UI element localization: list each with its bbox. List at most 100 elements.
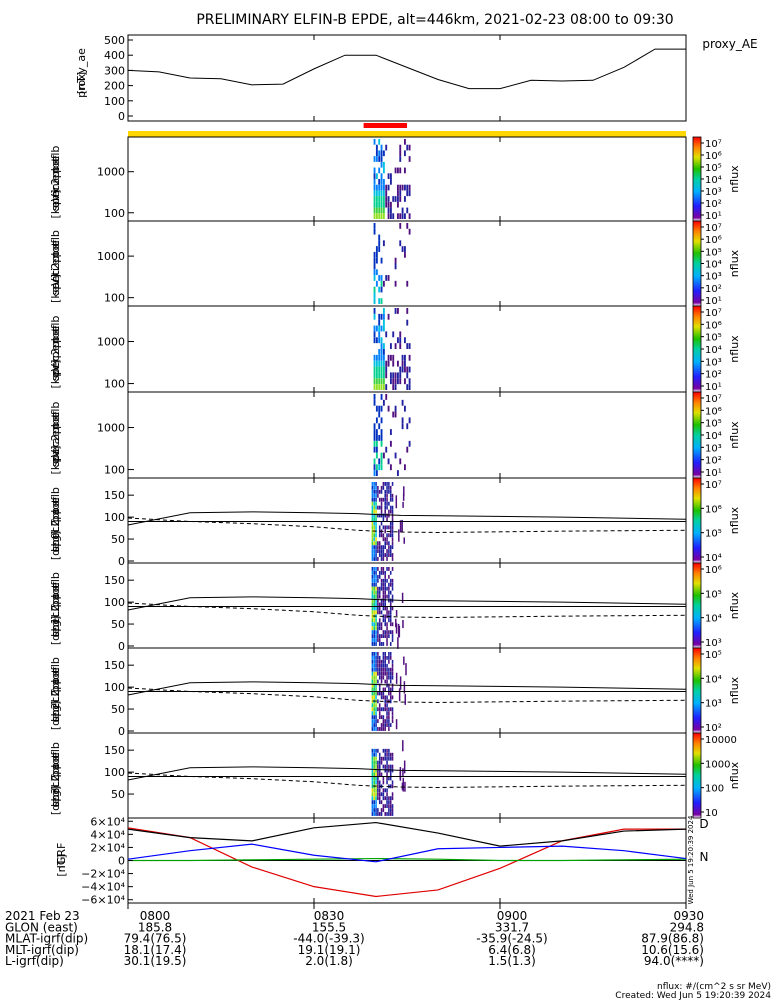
ylabel-line: [nT] [55,854,68,876]
spectrogram-cell [388,489,390,494]
spectrogram-cell [371,659,374,664]
spectrogram-cell [403,464,406,471]
spectrogram-cell [375,723,377,727]
spectrogram-cell [386,812,388,816]
spectrogram-cell [384,618,386,623]
spectrogram-cell [403,139,406,145]
ylabel-line: ch0LC [49,518,62,552]
spectrogram-cell [378,207,381,214]
spectrogram-cell [373,553,375,557]
spectrogram-cell [380,378,383,385]
colorbar-tick-label: 10² [705,723,722,734]
spectrogram-cell [375,663,377,668]
spectrogram-cell [384,752,386,757]
spectrogram-cell [386,804,388,809]
spectrogram-cell [371,513,374,518]
spectrogram-cell [391,784,394,789]
spectrogram-cell [388,691,390,696]
spectrogram-cell [380,156,383,162]
spectrogram-cell [386,776,388,781]
spectrogram-cell [408,366,411,373]
ylabel-line: spec2plot [49,753,62,807]
footer-cell: 6.4(6.8) [488,943,536,957]
spectrogram-cell [406,372,409,379]
spectrogram-cell [408,144,411,151]
spectrogram-cell [373,687,375,692]
spectrogram-cell [373,655,375,660]
spectrogram-cell [380,521,383,526]
ylabel-line: para [49,438,62,463]
pitch-y-tick-label: 100 [104,511,125,524]
spectrogram-cell [408,417,411,424]
spectrogram-cell [380,602,383,607]
spectrogram-cell [392,331,395,338]
spectrogram-cell [391,541,394,546]
spectrogram-cell [373,796,375,801]
spectrogram-cell [373,497,375,502]
spectrogram-cell [403,213,406,219]
spectrogram-cell [380,582,383,587]
spectrogram-cell [388,808,390,812]
spectrogram-cell [373,618,375,623]
spectrogram-cell [373,622,375,627]
spectrogram-cell [371,574,374,579]
spectrogram-cell [378,727,381,731]
spectrogram-cell [375,144,378,151]
ylabel-line: elb [49,146,62,163]
spectrogram-cell [406,319,409,326]
spectrogram-cell [394,263,397,270]
spectrogram-cell [399,167,402,174]
spectrogram-cell [377,541,379,546]
spectrogram-cell [391,497,394,502]
anti-loss-cone-line [127,517,687,533]
spectrogram-cell [373,482,375,486]
spectrogram-cell [391,582,394,587]
spectrogram-cell [378,349,381,355]
spectrogram-cell [399,156,402,162]
spectrogram-cell [378,525,381,530]
spectrogram-cell [373,768,375,773]
spectrogram-cell [386,517,388,522]
spectrogram-cell [377,549,379,554]
spectrogram-cell [373,179,376,185]
spectrogram-cell [386,610,388,615]
spectrogram-cell [406,308,409,314]
colorbar-6 [692,562,702,649]
colorbar-tick-label: 10¹ [705,382,722,393]
spectrogram-cell [378,683,381,688]
spectrogram-cell [389,602,392,607]
spectrogram-cell [375,213,378,219]
spectrogram-cell [384,606,386,611]
spectrogram-cell [388,715,390,720]
spectrogram-cell [375,642,377,646]
spectrogram-cell [375,470,378,476]
spectrogram-cell [375,196,378,202]
spectrogram-cell [377,784,379,789]
spectrogram-cell [380,772,383,777]
spectrogram-cell [375,173,378,179]
spectrogram-cell [373,228,376,235]
spectrogram-cell [406,184,409,191]
colorbar-tick-label: 10⁶ [705,406,722,417]
spectrogram-cell [380,545,383,550]
spectrogram-cell [380,622,383,627]
footer-cell: 10.6(15.6) [641,943,704,957]
spectrogram-cell [387,184,390,191]
spectrogram-cell [380,325,383,332]
spectrogram-cell [371,642,374,646]
spectrogram-cell [378,275,381,281]
spectrogram-cell [377,699,379,704]
spectrogram-cell [380,298,383,304]
spectrogram-cell [371,675,374,680]
pitch-y-tick-label: 100 [104,681,125,694]
spectrogram-cell [375,772,377,777]
spectrogram-cell [403,354,406,361]
spectrogram-cell [396,190,399,197]
spectrogram-cell [382,308,385,314]
spectrogram-cell [380,557,383,561]
spectrogram-cell [388,545,390,550]
footer-row-label: MLT-igrf(dip) [5,943,79,957]
spectrogram-cell [382,606,385,611]
spectrogram-cell [384,537,386,542]
spectrogram-cell [408,378,411,385]
